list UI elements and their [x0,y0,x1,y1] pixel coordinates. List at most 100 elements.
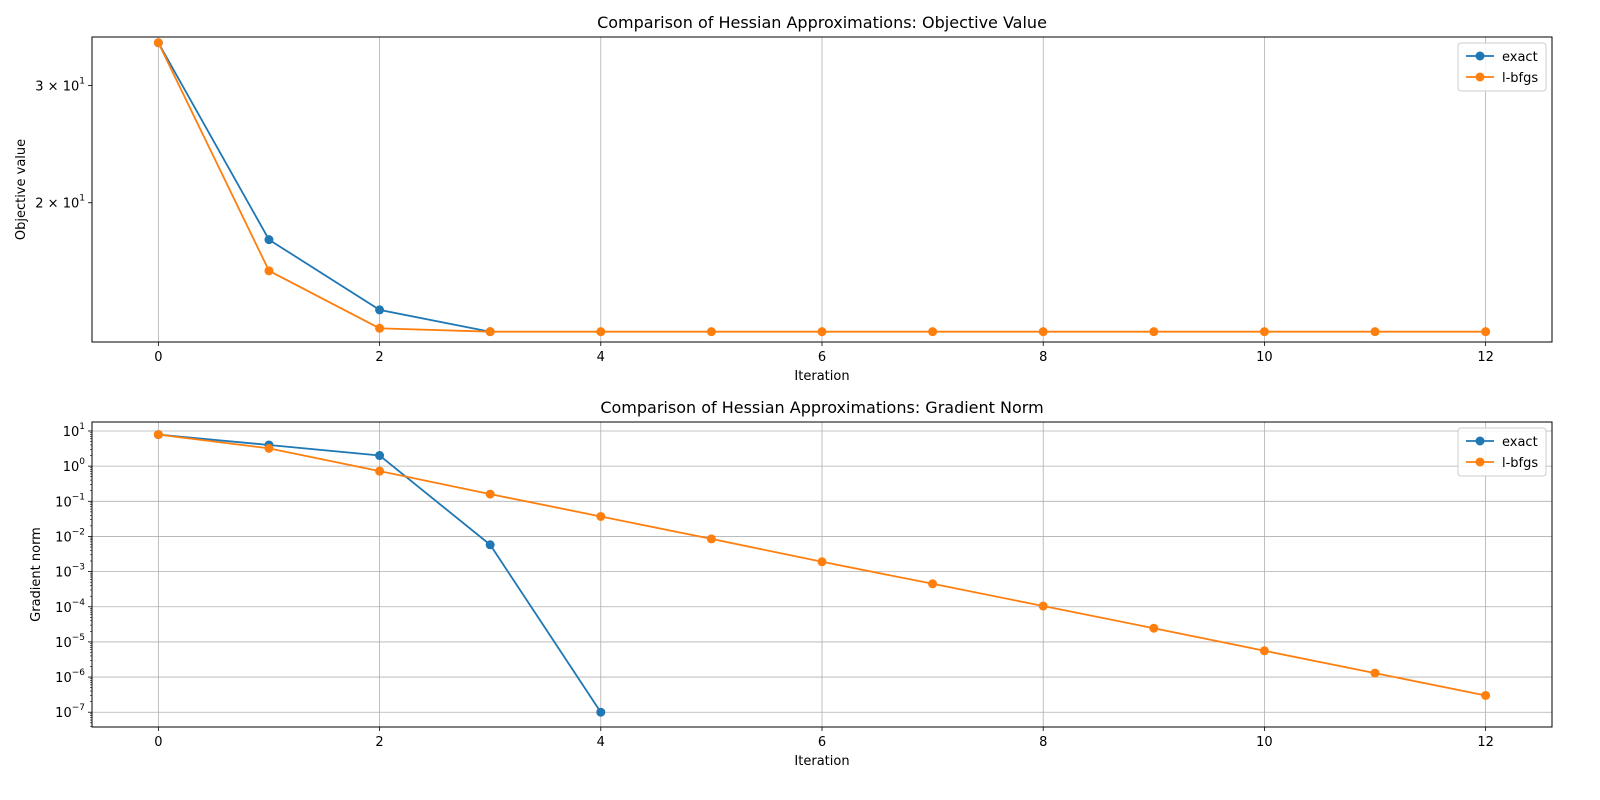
chart-title: Comparison of Hessian Approximations: Ob… [597,13,1047,32]
x-tick-label: 6 [818,735,826,750]
legend-entry-l-bfgs: l-bfgs [1466,71,1538,86]
y-tick-label-base: 10 [55,706,72,721]
series-l-bfgs [153,430,1491,700]
data-point [1038,327,1048,337]
legend: exact l-bfgs [1457,427,1547,477]
x-tick-label: 12 [1477,735,1494,750]
plot-frame [91,36,1553,343]
series-line [157,42,491,333]
x-tick-label: 2 [375,350,383,365]
x-tick-label: 8 [1039,735,1047,750]
y-tick-label-exponent: −7 [72,703,85,713]
y-tick-label-exponent: 1 [79,77,85,87]
legend-label: exact [1502,435,1538,450]
legend-marker [1475,457,1485,467]
legend-entry-l-bfgs: l-bfgs [1466,456,1538,471]
legend-entry-exact: exact [1466,50,1538,65]
data-point [1259,646,1269,656]
data-point [817,557,827,567]
data-point [1259,327,1269,337]
y-tick-label-exponent: 1 [79,194,85,204]
data-point [596,327,606,337]
data-point [375,305,385,315]
x-tick-label: 4 [597,735,605,750]
legend-label: l-bfgs [1502,71,1538,86]
data-point [264,235,274,245]
y-tick-label-exponent: 0 [79,457,85,467]
x-ticks: 0 2 4 6 8 10 12 [154,37,1494,365]
data-point [1038,601,1048,611]
data-point [485,327,495,337]
data-point [1481,690,1491,700]
x-tick-label: 0 [154,735,162,750]
y-tick-label: 10−4 [55,598,85,616]
x-ticks: 0 2 4 6 8 10 12 [154,422,1494,750]
y-tick-label-base: 3 × 10 [35,80,79,95]
data-point [706,327,716,337]
plot-frame [91,421,1553,728]
data-point [1481,327,1491,337]
data-point [1149,327,1159,337]
x-tick-label: 4 [597,350,605,365]
data-point [485,540,495,550]
data-point [1149,623,1159,633]
legend-label: exact [1502,50,1538,65]
y-tick-label-exponent: −4 [72,598,86,608]
legend-entry-exact: exact [1466,435,1538,450]
x-axis-label: Iteration [794,369,849,384]
y-tick-label: 10−2 [55,527,85,545]
legend-marker [1475,436,1485,446]
gradient-norm-chart: 0 2 4 6 8 10 1210110010−110−210−310−410−510−61… [29,398,1553,769]
y-tick-label-base: 10 [55,601,72,616]
x-axis-label: Iteration [794,754,849,769]
y-tick-label-base: 10 [55,495,72,510]
y-tick-label: 3 × 101 [35,77,85,95]
y-tick-label-exponent: −1 [72,492,85,502]
data-point [817,327,827,337]
y-tick-label-exponent: −5 [72,633,85,643]
x-tick-label: 12 [1477,350,1494,365]
y-tick-label-base: 10 [55,671,72,686]
y-tick-label-base: 10 [55,636,72,651]
x-tick-label: 0 [154,350,162,365]
legend-marker [1475,51,1485,61]
data-point [375,466,385,476]
y-tick-label-base: 10 [55,530,72,545]
data-point [375,323,385,333]
y-tick-label-exponent: −2 [72,527,85,537]
y-tick-label: 101 [63,422,85,440]
y-tick-label-base: 10 [63,425,80,440]
data-point [153,430,163,440]
chart-title: Comparison of Hessian Approximations: Gr… [600,398,1043,417]
data-point [706,534,716,544]
x-tick-label: 10 [1256,735,1273,750]
data-point [485,489,495,499]
x-tick-label: 10 [1256,350,1273,365]
y-tick-label-base: 10 [55,566,72,581]
y-tick-label: 10−3 [55,563,85,581]
legend-label: l-bfgs [1502,456,1538,471]
y-tick-label: 10−1 [55,492,85,510]
data-point [928,579,938,589]
x-tick-label: 2 [375,735,383,750]
y-tick-label: 100 [63,457,86,475]
y-tick-label-exponent: 1 [79,422,85,432]
y-tick-label: 2 × 101 [35,194,85,212]
y-axis-label: Objective value [14,139,29,240]
y-tick-label: 10−7 [55,703,85,721]
data-point [1370,327,1380,337]
series-l-bfgs [153,38,1491,337]
x-tick-label: 6 [818,350,826,365]
legend: exact l-bfgs [1457,42,1547,92]
data-point [596,511,606,521]
y-tick-label-base: 10 [63,460,80,475]
x-tick-label: 8 [1039,350,1047,365]
data-point [596,707,606,717]
y-axis-label: Gradient norm [29,527,44,622]
y-tick-label-exponent: −6 [72,668,86,678]
y-tick-label: 10−5 [55,633,85,651]
